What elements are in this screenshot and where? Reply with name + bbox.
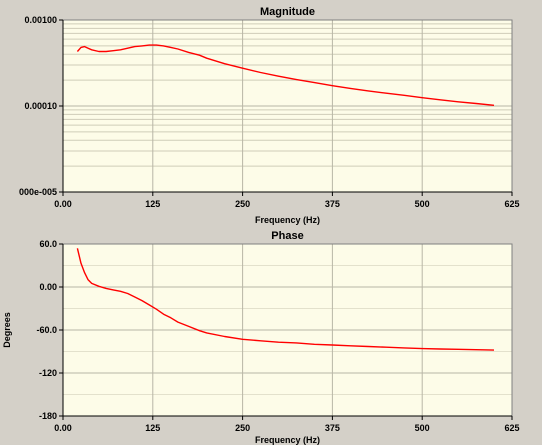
y-tick-label: 0.00 [39,282,57,292]
x-tick-label: 0.00 [54,199,72,209]
phase-chart-panel: Phase 0.00 125 250 375 500 625 60.0 0.00 -60.0 -12… [0,227,542,445]
x-tick-label: 375 [325,423,340,433]
y-tick-label: 000e-005 [19,187,57,197]
x-tick-label: 125 [145,199,160,209]
magnitude-chart-panel: Magnitude 0.00 125 250 375 500 625 000e-005 0.00… [18,6,520,225]
chart-title: Magnitude [260,6,315,18]
x-tick-label: 0.00 [54,423,72,433]
series-line [76,44,495,106]
series-line [76,248,495,351]
y-tick-label: -180 [39,411,57,421]
y-tick-label: 0.00100 [24,15,57,25]
x-tick-label: 250 [235,423,250,433]
x-tick-label: 625 [504,423,519,433]
x-tick-label: 125 [145,423,160,433]
x-tick-label: 500 [415,199,430,209]
y-tick-label: -120 [39,368,57,378]
x-axis-label: Frequency (Hz) [255,215,320,225]
y-tick-label: 0.00010 [24,101,57,111]
x-tick-label: 625 [504,199,519,209]
x-axis-label: Frequency (Hz) [255,435,320,445]
y-tick-label: -60.0 [36,325,57,335]
x-tick-label: 500 [415,423,430,433]
y-axis-label: Degrees [2,312,12,348]
x-tick-label: 250 [235,199,250,209]
y-tick-label: 60.0 [39,239,57,249]
x-tick-label: 375 [325,199,340,209]
chart-title: Phase [271,230,303,242]
magnitude-chart: Magnitude 0.00 125 250 375 500 625 000e-005 0.00… [19,6,520,225]
phase-chart: Phase 0.00 125 250 375 500 625 60.0 0.00 -60.0 -12… [2,230,520,445]
